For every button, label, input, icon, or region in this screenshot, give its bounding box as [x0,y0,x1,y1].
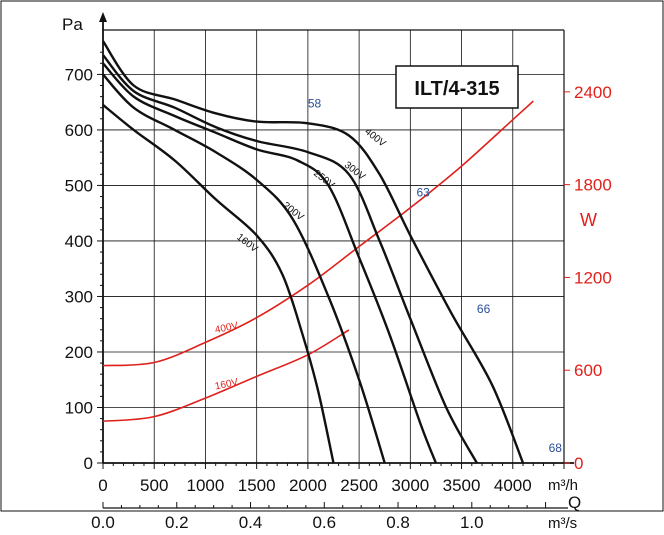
model-title: ILT/4-315 [414,78,499,100]
y-axis-arrow [99,12,107,22]
y-right-tick-label: 600 [574,361,602,380]
chart-frame [0,0,664,512]
x-tick-label: 1500 [238,476,276,495]
y-right-ticks: 0 600 1200 1800 2400 [564,83,612,473]
noise-level-label: 68 [549,441,563,455]
x-secondary-ticks: 0.0 0.2 0.4 0.6 0.8 1.0 [91,502,568,532]
y-right-tick-label: 2400 [574,83,612,102]
x-secondary-tick-label: 0.8 [386,513,410,532]
noise-level-label: 58 [308,97,322,111]
y-left-tick-label: 500 [65,176,93,195]
x-tick-label: 3000 [391,476,429,495]
power-curve-label: 400V [214,320,239,336]
y-left-unit: Pa [62,15,83,34]
y-right-tick-label: 1200 [574,268,612,287]
x-secondary-tick-label: 1.0 [460,513,484,532]
y-left-ticks: 0 100 200 300 400 500 600 700 [65,65,93,473]
x-secondary-tick-label: 0.4 [239,513,263,532]
power-curve-160v [102,329,350,422]
power-curve-label: 160V [214,377,239,393]
x-secondary-tick-label: 0.2 [165,513,189,532]
x-secondary-label: Q [568,493,581,512]
x-tick-label: 500 [140,476,168,495]
y-left-tick-label: 100 [65,398,93,417]
x-secondary-tick-label: 0.0 [91,513,115,532]
power-curve-400v [102,100,534,367]
x-ticks: 0 500 1000 1500 2000 2500 3000 3500 4000 [98,476,531,495]
pressure-curve-label: 300V [342,160,367,183]
x-tick-label: 3500 [443,476,481,495]
noise-level-label: 66 [477,302,491,316]
noise-level-label: 63 [416,186,430,200]
y-left-tick-label: 400 [65,232,93,251]
y-left-tick-label: 600 [65,121,93,140]
y-right-unit: W [580,210,597,230]
x-secondary-tick-label: 0.6 [312,513,336,532]
pressure-curves [102,40,525,464]
x-unit: m³/h [548,477,578,494]
y-left-tick-label: 0 [84,454,93,473]
pressure-curve-160v [102,103,335,464]
y-right-tick-label: 0 [574,454,583,473]
pressure-curve-400v [102,40,525,464]
y-left-tick-label: 200 [65,343,93,362]
pressure-curve-200v [102,73,386,464]
x-tick-label: 2000 [289,476,327,495]
y-right-tick-label: 1800 [574,176,612,195]
x-secondary-unit: m³/s [548,515,577,532]
x-tick-label: 1000 [187,476,225,495]
model-box [395,65,519,109]
y-left-tick-label: 300 [65,287,93,306]
y-left-tick-label: 700 [65,65,93,84]
pressure-curve-label: 250V [311,168,336,191]
x-tick-label: 4000 [494,476,532,495]
x-tick-label: 2500 [340,476,378,495]
pressure-curve-300v [102,54,478,464]
pressure-curve-250v [102,62,438,464]
x-tick-label: 0 [98,476,107,495]
power-curves [102,100,534,422]
